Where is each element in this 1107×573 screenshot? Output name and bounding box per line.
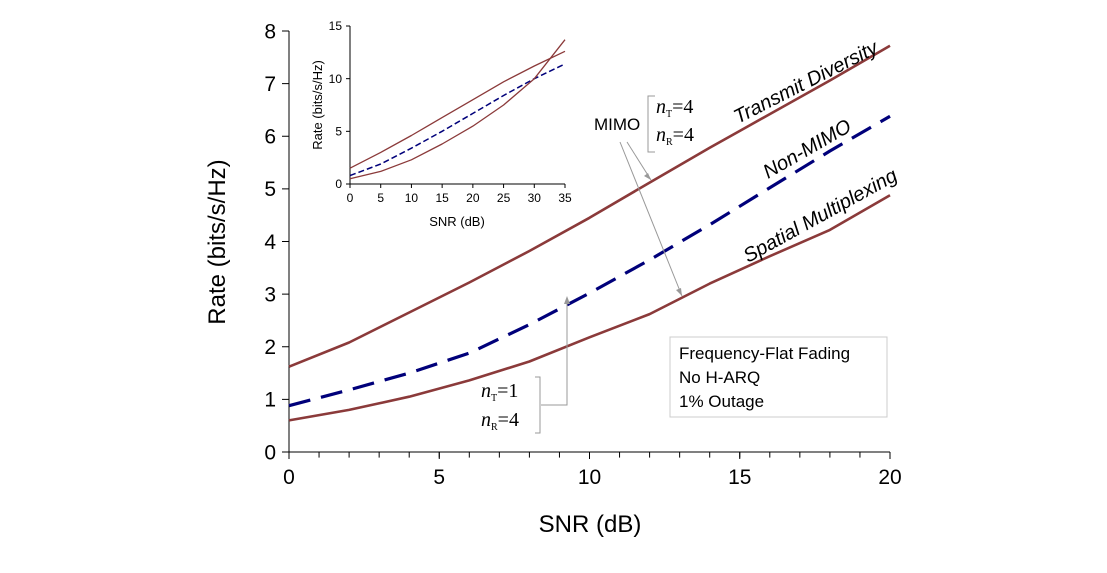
inset-series-non-mimo: [349, 63, 566, 177]
inset-x-axis-title: SNR (dB): [429, 214, 485, 229]
inset-x-tick-label: 30: [528, 191, 542, 205]
inset-y-tick-label: 15: [329, 19, 343, 33]
transmit-diversity-label: Transmit Diversity: [730, 36, 882, 128]
mimo-label: MIMO: [594, 115, 640, 134]
conditions-box: Frequency-Flat Fading No H-ARQ 1% Outage: [669, 336, 888, 418]
inset-x-tick-label: 20: [466, 191, 480, 205]
main-y-tick-label: 4: [264, 231, 276, 254]
inset-ticks: 0 5 10 15 0 5 10 15 20 25 30 35: [329, 19, 572, 205]
siso-arrow: [541, 300, 568, 406]
mimo-arrow-1: [626, 141, 652, 181]
siso-nr-sub: R: [491, 422, 498, 433]
inset-x-tick-label: 35: [558, 191, 572, 205]
main-y-tick-label: 2: [264, 336, 276, 359]
mimo-nt-label: nT=4: [656, 96, 693, 120]
inset-y-tick-label: 5: [335, 125, 342, 139]
main-x-tick-label: 5: [433, 466, 445, 489]
inset-series-transmit-diversity: [349, 50, 566, 169]
siso-arrowhead: [564, 296, 570, 304]
main-series-non-mimo: [288, 114, 891, 408]
main-plot: 0 1 2 3 4 5 6 7 8 0 5 10 15 20 SNR (dB) Rate (bits/s/…: [204, 20, 902, 538]
mimo-nr-val: =4: [673, 124, 694, 146]
inset-axes: [349, 26, 565, 185]
inset-x-tick-label: 5: [377, 191, 384, 205]
main-y-tick-label: 1: [264, 389, 276, 412]
main-x-axis-title: SNR (dB): [539, 511, 642, 538]
mimo-nt-sub: T: [666, 109, 672, 120]
main-x-tick-label: 15: [728, 466, 751, 489]
mimo-arrow-2: [619, 141, 683, 297]
inset-x-tick-label: 15: [435, 191, 449, 205]
inset-series: [349, 39, 566, 180]
inset-y-axis-title: Rate (bits/s/Hz): [310, 60, 325, 150]
siso-annotation: nT=1 nR=4: [481, 296, 570, 434]
condition-fading: Frequency-Flat Fading: [679, 344, 850, 363]
main-y-tick-label: 3: [264, 283, 276, 306]
condition-outage: 1% Outage: [679, 392, 764, 411]
main-y-tick-label: 5: [264, 178, 276, 201]
inset-series-spatial-multiplexing: [349, 39, 566, 180]
main-y-axis-title: Rate (bits/s/Hz): [204, 159, 231, 324]
inset-y-tick-label: 10: [329, 72, 343, 86]
siso-bracket: [535, 376, 541, 434]
mimo-arrowhead-2: [676, 288, 682, 296]
main-x-tick-label: 0: [283, 466, 295, 489]
mimo-nr-label: nR=4: [656, 124, 694, 148]
inset-plot: 0 5 10 15 0 5 10 15 20 25 30 35 SNR (dB) Rate (bits…: [310, 19, 572, 229]
siso-nt-var: n: [481, 380, 491, 402]
mimo-bracket: [647, 95, 655, 153]
main-x-tick-label: 20: [878, 466, 901, 489]
condition-harq: No H-ARQ: [679, 368, 760, 387]
main-y-tick-label: 0: [264, 441, 276, 464]
main-series-spatial-multiplexing: [288, 194, 891, 422]
inset-y-tick-label: 0: [335, 177, 342, 191]
main-y-tick-label: 7: [264, 73, 276, 96]
mimo-nr-var: n: [656, 124, 666, 146]
inset-x-tick-label: 25: [497, 191, 511, 205]
main-series-transmit-diversity: [288, 44, 891, 368]
spatial-multiplexing-label: Spatial Multiplexing: [740, 165, 901, 268]
conditions-box-frame: [669, 336, 888, 418]
inset-x-tick-label: 10: [405, 191, 419, 205]
main-y-tick-label: 8: [264, 20, 276, 43]
mimo-annotation: MIMO nT=4 nR=4: [594, 95, 694, 297]
siso-nt-sub: T: [491, 393, 497, 404]
non-mimo-label: Non-MIMO: [760, 115, 856, 183]
mimo-nr-sub: R: [666, 137, 673, 148]
siso-nr-var: n: [481, 409, 491, 431]
mimo-nt-var: n: [656, 96, 666, 118]
main-ticks: 0 1 2 3 4 5 6 7 8 0 5 10 15 20: [264, 20, 901, 489]
main-series: [288, 44, 891, 422]
siso-nt-val: =1: [497, 380, 518, 402]
siso-nr-val: =4: [498, 409, 519, 431]
mimo-arrowhead-1: [644, 173, 651, 180]
siso-nt-label: nT=1: [481, 380, 518, 404]
inset-x-tick-label: 0: [347, 191, 354, 205]
siso-nr-label: nR=4: [481, 409, 519, 433]
main-x-tick-label: 10: [578, 466, 601, 489]
mimo-nt-val: =4: [672, 96, 693, 118]
main-y-tick-label: 6: [264, 126, 276, 149]
